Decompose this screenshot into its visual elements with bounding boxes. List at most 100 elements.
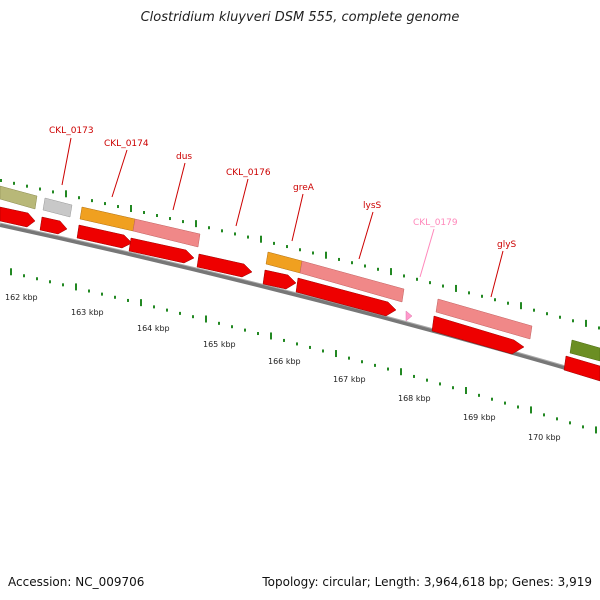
- tick-mark: [52, 190, 54, 194]
- gene-label[interactable]: CKL_0179: [413, 218, 458, 228]
- gene-label[interactable]: lysS: [363, 201, 382, 211]
- tick-mark: [101, 292, 103, 296]
- gene-label[interactable]: greA: [293, 183, 315, 193]
- feature-block[interactable]: [569, 339, 600, 362]
- tick-mark: [338, 257, 340, 261]
- tick-mark: [377, 267, 379, 271]
- tick-mark: [439, 382, 441, 386]
- tick-mark: [351, 261, 353, 265]
- outer-tick-track: [0, 179, 600, 330]
- tick-mark: [348, 356, 350, 360]
- feature-block[interactable]: [42, 197, 73, 218]
- tick-mark: [270, 332, 272, 340]
- tick-mark: [140, 299, 142, 307]
- tick-mark: [585, 319, 587, 327]
- scale-label: 168 kbp: [398, 394, 431, 403]
- feature-block[interactable]: [0, 185, 38, 210]
- tick-mark: [218, 321, 220, 325]
- feature-block[interactable]: [265, 251, 303, 274]
- tick-mark: [166, 308, 168, 312]
- tick-mark: [387, 367, 389, 371]
- scale-label: 164 kbp: [137, 324, 170, 333]
- scale-label: 169 kbp: [463, 413, 496, 422]
- cds-arrow[interactable]: [39, 216, 68, 235]
- scale-label: 166 kbp: [268, 357, 301, 366]
- tick-mark: [530, 406, 532, 414]
- tick-mark: [478, 393, 480, 397]
- tick-mark: [88, 289, 90, 293]
- tick-mark: [231, 325, 233, 329]
- tick-mark: [273, 241, 275, 245]
- tick-mark: [49, 280, 51, 284]
- tick-mark: [23, 274, 25, 278]
- feature-track: [0, 185, 600, 362]
- cds-arrow[interactable]: [295, 277, 397, 317]
- genome-backbone: [0, 223, 600, 380]
- gene-label[interactable]: CKL_0174: [104, 139, 149, 149]
- tick-mark: [114, 295, 116, 299]
- cds-arrow[interactable]: [128, 237, 195, 264]
- tick-mark: [195, 220, 197, 228]
- tick-mark: [403, 274, 405, 278]
- tick-mark: [117, 205, 119, 209]
- gene-label[interactable]: CKL_0176: [226, 168, 271, 178]
- tick-mark: [494, 298, 496, 302]
- tick-mark: [78, 196, 80, 200]
- tick-mark: [468, 291, 470, 295]
- cds-arrow[interactable]: [405, 310, 413, 322]
- tick-mark: [221, 229, 223, 233]
- cds-arrow[interactable]: [0, 206, 36, 228]
- tick-mark: [39, 187, 41, 191]
- tick-mark: [361, 360, 363, 364]
- tick-mark: [26, 184, 28, 188]
- cds-arrow[interactable]: [196, 253, 253, 278]
- cds-track: [0, 206, 600, 382]
- feature-block[interactable]: [299, 260, 405, 303]
- tick-mark: [416, 277, 418, 281]
- gene-label[interactable]: CKL_0173: [49, 126, 94, 136]
- tick-mark: [10, 268, 12, 276]
- cds-arrow[interactable]: [76, 224, 133, 249]
- tick-mark: [247, 235, 249, 239]
- tick-mark: [205, 315, 207, 323]
- label-leaders: [61, 137, 504, 298]
- cds-arrow[interactable]: [431, 315, 525, 355]
- tick-mark: [260, 235, 262, 243]
- tick-mark: [582, 425, 584, 429]
- tick-mark: [481, 294, 483, 298]
- cds-arrow[interactable]: [563, 355, 600, 382]
- tick-mark: [192, 315, 194, 319]
- tick-mark: [127, 298, 129, 302]
- tick-mark: [286, 245, 288, 249]
- tick-mark: [309, 345, 311, 349]
- gene-label[interactable]: dus: [176, 152, 192, 162]
- tick-mark: [143, 211, 145, 215]
- tick-mark: [465, 387, 467, 395]
- tick-mark: [156, 214, 158, 218]
- scale-tick-track: [10, 268, 597, 434]
- tick-mark: [0, 179, 2, 182]
- tick-mark: [559, 315, 561, 319]
- tick-mark: [546, 312, 548, 316]
- feature-block[interactable]: [132, 218, 201, 248]
- tick-mark: [62, 283, 64, 287]
- gene-label[interactable]: glyS: [497, 240, 517, 250]
- scale-label: 167 kbp: [333, 375, 366, 384]
- tick-mark: [130, 205, 132, 213]
- cds-arrow[interactable]: [262, 269, 297, 290]
- tick-mark: [491, 397, 493, 401]
- tick-mark: [244, 328, 246, 332]
- accession-text: Accession: NC_009706: [8, 575, 145, 589]
- feature-block[interactable]: [435, 298, 533, 340]
- tick-mark: [374, 363, 376, 367]
- tick-mark: [413, 374, 415, 378]
- tick-mark: [75, 283, 77, 291]
- scale-label: 170 kbp: [528, 433, 561, 442]
- scale-label: 162 kbp: [5, 293, 38, 302]
- tick-mark: [364, 264, 366, 268]
- tick-mark: [429, 281, 431, 285]
- tick-mark: [36, 277, 38, 281]
- tick-mark: [104, 202, 106, 206]
- tick-mark: [595, 426, 597, 434]
